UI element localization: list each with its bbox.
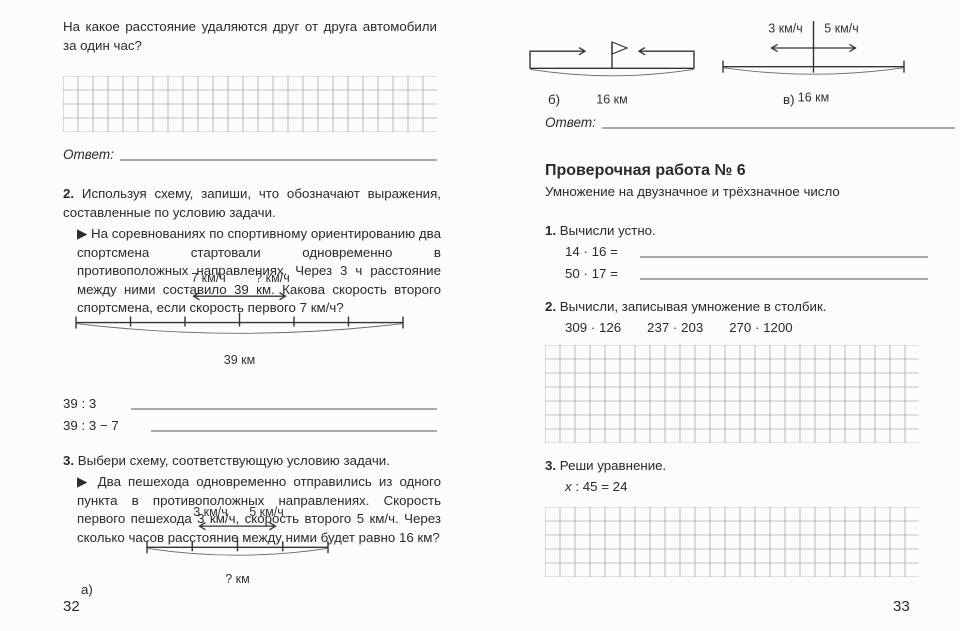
svg-text:16 км: 16 км (798, 91, 829, 105)
svg-text:? км/ч: ? км/ч (255, 271, 289, 285)
svg-text:5 км/ч: 5 км/ч (824, 22, 858, 36)
svg-text:5 км/ч: 5 км/ч (249, 505, 283, 519)
svg-text:5 км/ч: 5 км/ч (652, 36, 686, 38)
svg-text:3 км/ч: 3 км/ч (193, 505, 227, 519)
svg-text:3 км/ч: 3 км/ч (538, 36, 572, 38)
svg-text:16 км: 16 км (596, 92, 627, 106)
svg-text:7 км/ч: 7 км/ч (191, 271, 225, 285)
svg-text:3 км/ч: 3 км/ч (768, 22, 802, 36)
svg-text:39 км: 39 км (224, 353, 255, 364)
svg-text:? км: ? км (225, 572, 249, 583)
